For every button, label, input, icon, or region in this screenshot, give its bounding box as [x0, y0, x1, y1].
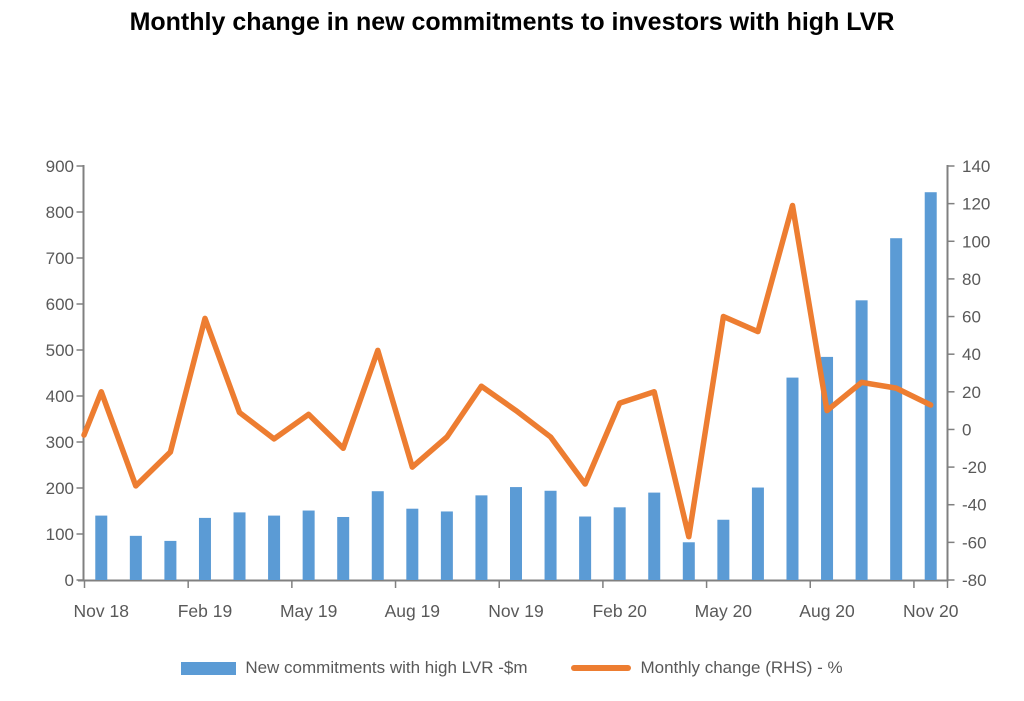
bar: [544, 490, 557, 580]
bar: [129, 535, 142, 580]
bar: [510, 487, 522, 580]
bar: [198, 517, 211, 580]
left-axis-tick-label: 200: [46, 479, 74, 498]
left-axis-tick-label: 600: [46, 295, 74, 314]
bar: [821, 356, 834, 580]
bar: [613, 507, 626, 580]
bar: [440, 511, 453, 580]
right-axis-tick-label: 80: [962, 270, 981, 289]
x-axis-tick-label: Nov 20: [903, 601, 959, 621]
right-axis-tick-label: 60: [962, 308, 981, 327]
x-axis-tick-label: Aug 19: [385, 601, 440, 621]
monthly-change-line: [81, 202, 934, 540]
x-axis-tick-label: Nov 18: [74, 601, 129, 621]
bar: [475, 495, 488, 580]
left-axis-tick-label: 800: [46, 203, 74, 222]
bar: [682, 542, 695, 580]
bar: [233, 512, 246, 580]
right-axis-tick-label: -20: [962, 458, 987, 477]
legend-item-monthly-change: Monthly change (RHS) - %: [571, 658, 843, 678]
right-axis-tick-label: 0: [962, 420, 971, 439]
left-axis-tick-label: 0: [65, 571, 74, 590]
bar: [406, 508, 419, 580]
right-axis-tick-label: -60: [962, 533, 987, 552]
chart-title: Monthly change in new commitments to inv…: [129, 8, 895, 36]
left-axis-tick-label: 400: [46, 387, 74, 406]
legend: New commitments with high LVR -$m Monthl…: [0, 658, 1024, 678]
bar: [579, 516, 592, 580]
bar-series-swatch: [181, 661, 237, 675]
x-axis-tick-label: Feb 20: [592, 601, 647, 621]
line-series-swatch: [571, 665, 632, 671]
right-axis-tick-label: 40: [962, 345, 981, 364]
bar: [337, 516, 350, 580]
right-axis-tick-label: -40: [962, 496, 987, 515]
bar: [371, 491, 384, 580]
bar: [890, 238, 903, 580]
left-axis-tick-label: 100: [46, 525, 74, 544]
x-axis-tick-label: Nov 19: [488, 601, 543, 621]
right-axis-tick-label: 20: [962, 383, 981, 402]
left-axis-tick-label: 900: [46, 157, 74, 176]
bar: [855, 300, 868, 580]
right-axis-tick-label: 140: [962, 157, 990, 176]
right-axis-tick-label: 100: [962, 232, 990, 251]
line-series-label: Monthly change (RHS) - %: [640, 658, 843, 677]
legend-item-commitments: New commitments with high LVR -$m: [181, 658, 527, 678]
bar: [717, 519, 730, 580]
x-axis-tick-label: Aug 20: [799, 601, 855, 621]
right-axis-tick-label: 120: [962, 195, 990, 214]
bar: [648, 492, 661, 580]
left-axis-tick-label: 700: [46, 249, 74, 268]
right-axis-tick-label: -80: [962, 571, 987, 590]
x-axis-tick-label: May 19: [280, 601, 337, 621]
bar: [751, 487, 764, 580]
bar: [268, 515, 281, 580]
bar: [302, 510, 315, 580]
left-axis-tick-label: 300: [46, 433, 74, 452]
bar-series-label: New commitments with high LVR -$m: [245, 658, 528, 677]
bar: [924, 192, 937, 580]
bar: [786, 377, 799, 580]
x-axis-tick-label: May 20: [695, 601, 753, 621]
bar: [95, 515, 108, 580]
bar: [164, 540, 177, 580]
x-axis-tick-label: Feb 19: [178, 601, 232, 621]
left-axis-tick-label: 500: [46, 341, 74, 360]
